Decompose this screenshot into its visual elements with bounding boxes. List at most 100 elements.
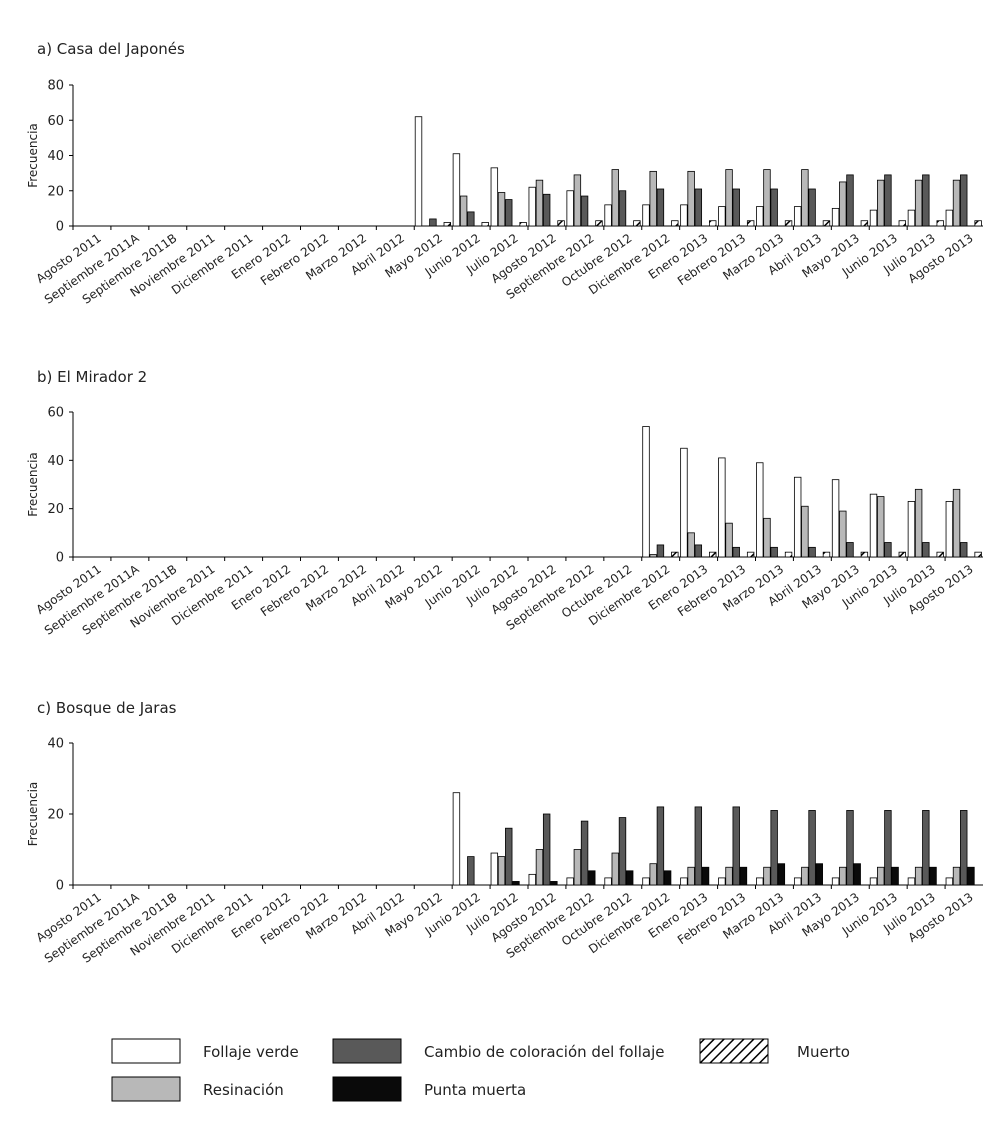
bar-resinacion [839,510,847,558]
bar-muerto [784,220,793,227]
y-tick-label: 40 [47,737,64,752]
bar-follaje-verde [414,116,423,227]
legend-swatch [111,1038,181,1064]
bar-cambio-de-coloracion-del-follaje [467,211,475,227]
bar-muerto [519,222,527,227]
bar-follaje-verde [945,501,954,558]
bar-follaje-verde [566,190,574,227]
bar-resinacion [687,532,695,558]
bar-muerto [595,220,603,227]
bar-cambio-de-coloracion-del-follaje [884,810,892,886]
bar-muerto [936,551,944,558]
bar-muerto [633,220,641,227]
bar-muerto [557,220,565,227]
bar-cambio-de-coloracion-del-follaje [580,195,589,227]
bar-cambio-de-coloracion-del-follaje [694,544,703,558]
bar-follaje-verde [642,426,650,558]
bar-follaje-verde [452,792,461,886]
bar-resinacion [687,866,695,886]
bar-resinacion [952,179,961,227]
bar-cambio-de-coloracion-del-follaje [808,188,816,227]
bar-follaje-verde [831,479,840,558]
bar-follaje-verde [718,877,726,886]
y-tick-label: 20 [47,808,64,823]
bar-cambio-de-coloracion-del-follaje [732,546,740,558]
bar-follaje-verde [793,476,802,558]
bar-cambio-de-coloracion-del-follaje [922,810,930,886]
bar-resinacion [611,169,619,227]
bar-muerto [671,220,679,227]
legend-label: Muerto [797,1043,850,1061]
bar-resinacion [877,866,885,886]
bar-follaje-verde [566,877,574,886]
bar-cambio-de-coloracion-del-follaje [922,542,930,558]
bar-follaje-verde [907,877,916,886]
bar-follaje-verde [452,153,461,227]
bar-cambio-de-coloracion-del-follaje [846,542,854,558]
bar-resinacion [952,866,961,886]
bar-cambio-de-coloracion-del-follaje [580,820,589,886]
bar-muerto [746,220,755,227]
bar-muerto [822,551,831,558]
x-tick-label: Agosto 2013 [906,890,976,945]
bar-resinacion [535,849,544,886]
legend-label: Cambio de coloración del follaje [424,1043,665,1061]
bar-follaje-verde [490,167,499,227]
bar-follaje-verde [680,447,688,558]
bar-punta-muerta [739,866,748,886]
bar-follaje-verde [528,873,536,886]
bar-cambio-de-coloracion-del-follaje [656,188,665,227]
bar-punta-muerta [967,866,975,886]
bar-follaje-verde [642,204,650,227]
bar-follaje-verde [718,457,726,558]
legend-label: Resinación [203,1081,284,1099]
bar-muerto [671,551,679,558]
y-axis-label: Frecuencia [26,123,40,188]
bar-resinacion [914,179,923,227]
bar-punta-muerta [701,866,710,886]
bar-follaje-verde [945,209,954,227]
bar-resinacion [649,554,657,558]
y-tick-label: 40 [47,149,64,164]
bar-cambio-de-coloracion-del-follaje [960,174,968,227]
bar-muerto [860,551,869,558]
bar-cambio-de-coloracion-del-follaje [960,810,968,886]
bar-cambio-de-coloracion-del-follaje [429,218,437,227]
legend-item-muerto: Muerto [699,1038,850,1064]
bar-muerto [746,551,755,558]
y-axis-label: Frecuencia [26,452,40,517]
bar-follaje-verde [793,206,802,227]
bar-muerto [898,551,907,558]
bar-cambio-de-coloracion-del-follaje [808,546,816,558]
y-tick-label: 0 [56,551,64,566]
bar-resinacion [914,488,923,558]
legend-label: Follaje verde [203,1043,299,1061]
bar-resinacion [649,863,657,886]
bar-punta-muerta [891,866,899,886]
bar-follaje-verde [831,877,840,886]
bar-resinacion [914,866,923,886]
bar-resinacion [459,195,468,227]
bar-follaje-verde [718,206,726,227]
bar-cambio-de-coloracion-del-follaje [770,546,778,558]
y-axis-label: Frecuencia [26,782,40,847]
bar-muerto [936,220,944,227]
bar-cambio-de-coloracion-del-follaje [542,813,551,886]
bar-follaje-verde [680,204,688,227]
bar-muerto [709,220,717,227]
bar-follaje-verde [604,877,612,886]
bar-cambio-de-coloracion-del-follaje [770,188,778,227]
bar-resinacion [801,866,809,886]
panel-c: c) Bosque de Jaras 0 20 40 Frecuencia Agosto … [26,699,983,966]
bar-follaje-verde [756,462,764,558]
bar-resinacion [573,174,582,227]
bar-punta-muerta [663,870,672,886]
bar-resinacion [763,169,771,227]
y-tick-label: 0 [56,879,64,894]
bar-cambio-de-coloracion-del-follaje [505,827,513,886]
x-tick-label: Agosto 2013 [906,562,976,617]
bar-muerto [974,551,982,558]
bar-follaje-verde [490,852,499,886]
bar-cambio-de-coloracion-del-follaje [656,806,665,886]
